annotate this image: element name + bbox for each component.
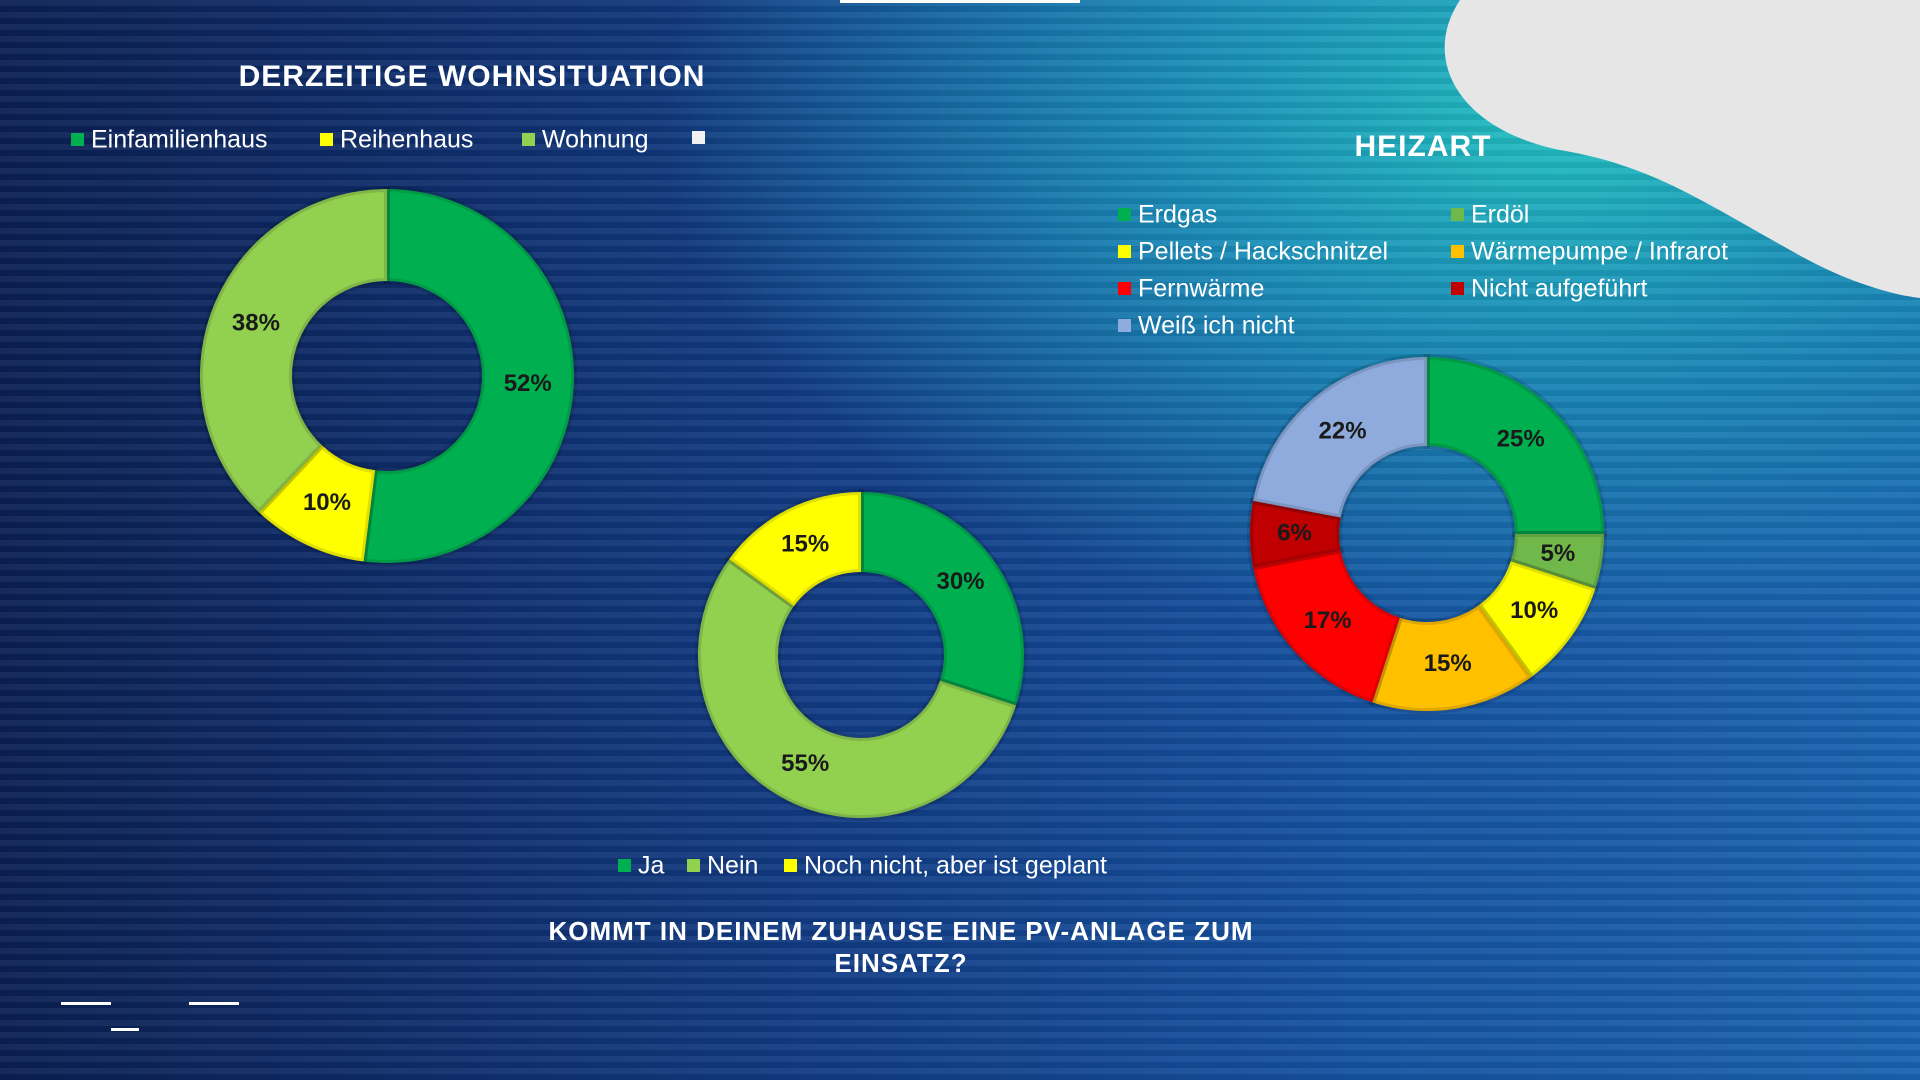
legend-label: Fernwärme bbox=[1138, 275, 1264, 303]
chart-title: HEIZART bbox=[1355, 130, 1492, 163]
donut-slice bbox=[197, 185, 390, 517]
decor-line bbox=[189, 1002, 239, 1005]
legend-label: Weiß ich nicht bbox=[1138, 312, 1295, 340]
data-label: 10% bbox=[303, 489, 351, 516]
decor-blob bbox=[1444, 0, 1920, 298]
donut-slice bbox=[695, 554, 1020, 821]
legend-swatch bbox=[320, 133, 333, 146]
legend-swatch bbox=[618, 859, 631, 872]
donut-slice bbox=[1474, 557, 1600, 682]
chart-title: DERZEITIGE WOHNSITUATION bbox=[239, 60, 706, 93]
donut-slice bbox=[254, 441, 379, 565]
legend-swatch bbox=[1118, 245, 1131, 258]
donut-slice bbox=[724, 488, 864, 611]
data-label: 22% bbox=[1319, 417, 1367, 444]
legend-swatch bbox=[1451, 208, 1464, 221]
legend-label: Wärmepumpe / Infrarot bbox=[1471, 238, 1728, 266]
legend-swatch bbox=[1451, 245, 1464, 258]
legend-swatch bbox=[692, 131, 705, 144]
legend-swatch bbox=[687, 859, 700, 872]
legend-swatch bbox=[1118, 319, 1131, 332]
data-label: 15% bbox=[1424, 650, 1472, 677]
legend-label: Ja bbox=[638, 852, 665, 880]
legend-swatch bbox=[784, 859, 797, 872]
legend-label: Pellets / Hackschnitzel bbox=[1138, 238, 1388, 266]
donut-slice bbox=[858, 488, 1027, 710]
donut-slice bbox=[360, 185, 578, 566]
data-label: 5% bbox=[1541, 540, 1576, 567]
legend-label: Noch nicht, aber ist geplant bbox=[804, 852, 1107, 880]
legend-label: Nicht aufgeführt bbox=[1471, 275, 1648, 303]
chart-title: KOMMT IN DEINEM ZUHAUSE EINE PV-ANLAGE Z… bbox=[548, 916, 1254, 978]
decor-line bbox=[111, 1028, 139, 1031]
donut-slice bbox=[1506, 531, 1608, 593]
data-label: 10% bbox=[1510, 597, 1558, 624]
donut-slice bbox=[1368, 601, 1536, 714]
donut-slice bbox=[1249, 353, 1430, 522]
legend-label: Erdöl bbox=[1471, 201, 1529, 229]
data-label: 17% bbox=[1304, 607, 1352, 634]
legend-swatch bbox=[1118, 208, 1131, 221]
legend-swatch bbox=[1451, 282, 1464, 295]
data-label: 52% bbox=[504, 370, 552, 397]
decor-line bbox=[840, 0, 1080, 3]
data-label: 30% bbox=[936, 568, 984, 595]
legend-swatch bbox=[1118, 282, 1131, 295]
data-label: 15% bbox=[781, 531, 829, 558]
data-label: 25% bbox=[1497, 426, 1545, 453]
legend-label: Nein bbox=[707, 852, 758, 880]
legend-swatch bbox=[71, 133, 84, 146]
legend-label: Erdgas bbox=[1138, 201, 1217, 229]
data-label: 6% bbox=[1277, 519, 1312, 546]
decor-line bbox=[61, 1002, 111, 1005]
donut-slice bbox=[1424, 353, 1608, 537]
legend-label: Reihenhaus bbox=[340, 126, 473, 154]
data-label: 55% bbox=[781, 750, 829, 777]
donut-slice bbox=[1249, 546, 1404, 707]
legend-label: Einfamilienhaus bbox=[91, 126, 268, 154]
legend-swatch bbox=[522, 133, 535, 146]
data-label: 38% bbox=[232, 309, 280, 336]
legend-label: Wohnung bbox=[542, 126, 649, 154]
